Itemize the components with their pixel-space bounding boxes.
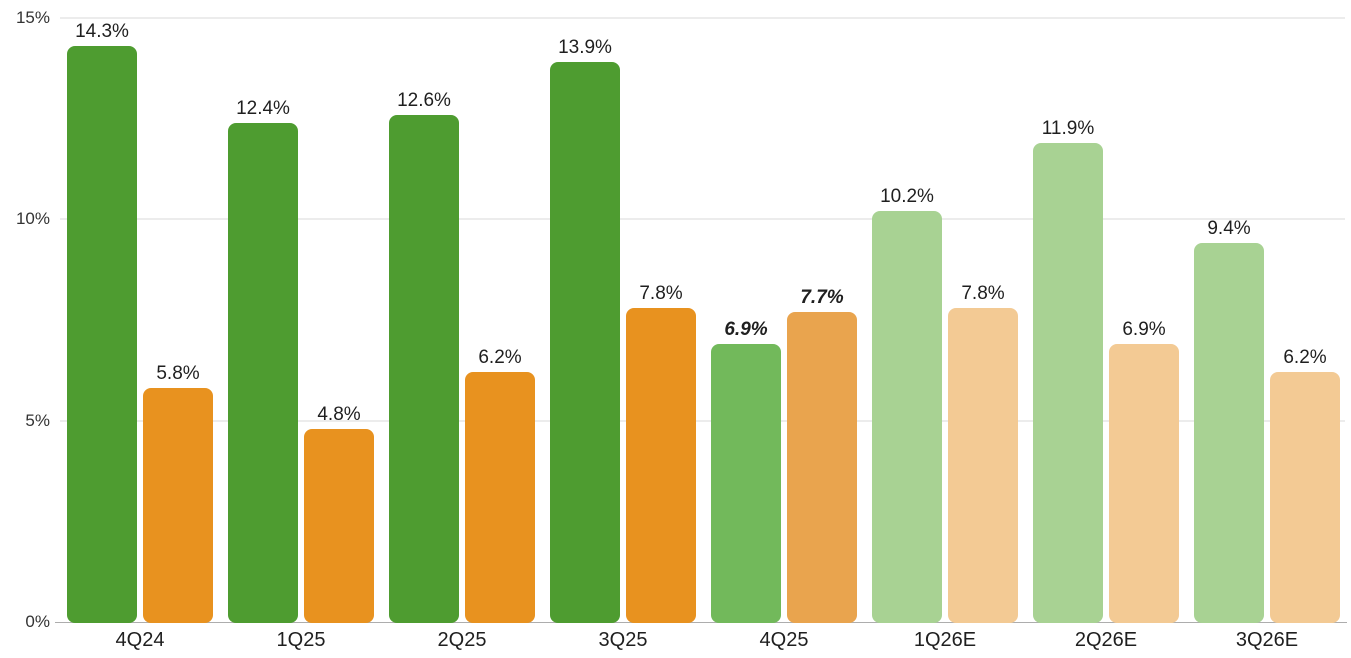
bar-green-2Q25 <box>389 115 459 623</box>
gridline-5pct <box>60 420 1345 422</box>
value-label-orange-4Q25: 7.7% <box>800 287 844 308</box>
value-label-orange-1Q25: 4.8% <box>317 404 361 425</box>
value-label-green-4Q25: 6.9% <box>724 319 768 340</box>
x-tick-label-3Q26E: 3Q26E <box>1235 629 1299 651</box>
value-label-green-3Q25: 13.9% <box>558 37 612 58</box>
value-label-green-1Q25: 12.4% <box>236 98 290 119</box>
x-tick-label-4Q25: 4Q25 <box>759 629 809 651</box>
x-axis-line <box>55 622 1347 623</box>
bar-orange-3Q25 <box>626 308 696 623</box>
value-label-green-2Q26E: 11.9% <box>1041 118 1095 139</box>
y-tick-label: 5% <box>25 411 50 430</box>
bar-green-4Q24 <box>67 46 137 623</box>
bar-orange-1Q25 <box>304 429 374 623</box>
value-label-orange-3Q26E: 6.2% <box>1283 347 1327 368</box>
value-label-orange-3Q25: 7.8% <box>639 283 683 304</box>
bar-green-2Q26E <box>1033 143 1103 623</box>
bar-green-1Q26E <box>872 211 942 623</box>
value-label-green-3Q26E: 9.4% <box>1207 218 1251 239</box>
y-tick-label: 10% <box>15 209 50 228</box>
bar-orange-3Q26E <box>1270 372 1340 623</box>
bar-green-3Q25 <box>550 62 620 623</box>
value-label-orange-1Q26E: 7.8% <box>961 283 1005 304</box>
value-label-green-4Q24: 14.3% <box>75 21 129 42</box>
x-tick-label-2Q26E: 2Q26E <box>1074 629 1138 651</box>
gridline-15pct <box>60 17 1345 19</box>
bar-orange-1Q26E <box>948 308 1018 623</box>
bar-green-3Q26E <box>1194 243 1264 623</box>
bar-green-1Q25 <box>228 123 298 623</box>
value-label-orange-2Q26E: 6.9% <box>1122 319 1166 340</box>
bar-orange-2Q25 <box>465 372 535 623</box>
bar-green-4Q25 <box>711 344 781 623</box>
gridline-10pct <box>60 218 1345 220</box>
x-tick-label-3Q25: 3Q25 <box>598 629 648 651</box>
value-label-green-1Q26E: 10.2% <box>880 186 934 207</box>
y-tick-label: 0% <box>25 612 50 631</box>
value-label-green-2Q25: 12.6% <box>397 90 451 111</box>
y-tick-label: 15% <box>15 8 50 27</box>
bar-orange-2Q26E <box>1109 344 1179 623</box>
value-label-orange-4Q24: 5.8% <box>156 363 200 384</box>
x-tick-label-1Q26E: 1Q26E <box>913 629 977 651</box>
x-tick-label-4Q24: 4Q24 <box>115 629 165 651</box>
value-label-orange-2Q25: 6.2% <box>478 347 522 368</box>
bar-orange-4Q24 <box>143 388 213 623</box>
x-tick-label-2Q25: 2Q25 <box>437 629 487 651</box>
bar-orange-4Q25 <box>787 312 857 623</box>
x-tick-label-1Q25: 1Q25 <box>276 629 326 651</box>
